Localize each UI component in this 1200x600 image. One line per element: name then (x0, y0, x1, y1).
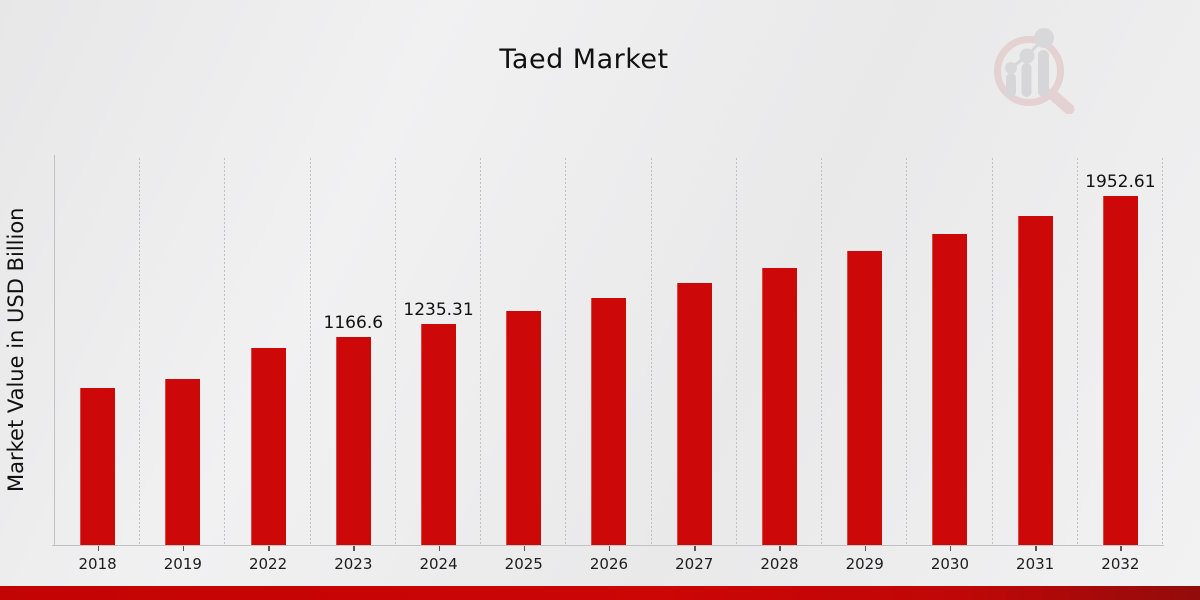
category-slot-2025: 2025 (481, 155, 567, 573)
chart-title: Taed Market (499, 44, 669, 75)
x-tick-label-2024: 2024 (419, 555, 458, 573)
vertical-gridline (224, 158, 226, 545)
vertical-gridline (991, 158, 993, 545)
x-axis-tick (97, 546, 100, 551)
x-axis-tick (694, 546, 696, 551)
category-slot-2018: 2018 (55, 155, 141, 573)
vertical-gridline (1161, 158, 1163, 545)
bar-2028 (761, 267, 797, 545)
bar-2023 (335, 336, 371, 545)
x-axis-tick (1120, 546, 1122, 551)
category-slot-2023: 1166.6 2023 (311, 155, 396, 573)
x-axis-tick (949, 546, 952, 551)
x-axis-tick (353, 546, 355, 551)
bar-2027 (676, 283, 712, 545)
bar-2022 (250, 348, 286, 545)
category-slot-2026: 2026 (566, 155, 652, 573)
x-axis-tick (864, 546, 867, 551)
vertical-gridline (650, 158, 652, 545)
vertical-gridline (394, 158, 396, 545)
y-axis-label: Market Value in USD Billion (4, 207, 28, 493)
category-slot-2031: 2031 (993, 155, 1078, 573)
vertical-gridline (821, 158, 823, 545)
market-research-future-logo-watermark (994, 28, 1075, 114)
x-tick-label-2027: 2027 (675, 555, 714, 573)
bar-value-label-2024: 1235.31 (403, 300, 474, 321)
category-slot-2024: 1235.31 2024 (396, 155, 482, 573)
y-axis-line (54, 155, 55, 545)
x-axis-tick (523, 546, 526, 551)
category-slot-2029: 2029 (822, 155, 908, 573)
bar-trend-icon (1005, 28, 1054, 97)
category-slot-2027: 2027 (652, 155, 737, 573)
x-axis-tick (608, 546, 611, 551)
bar-2031 (1017, 215, 1053, 545)
x-tick-label-2019: 2019 (163, 555, 202, 573)
category-slot-2019: 2019 (140, 155, 226, 573)
bar-2019 (165, 378, 201, 545)
bottom-accent-strip (0, 586, 1200, 600)
x-tick-label-2026: 2026 (589, 555, 629, 573)
category-slot-2030: 2030 (907, 155, 993, 573)
vertical-gridline (1076, 158, 1078, 545)
bar-2025 (506, 311, 542, 545)
x-tick-label-2028: 2028 (760, 555, 799, 573)
x-tick-label-2022: 2022 (248, 555, 288, 573)
x-tick-label-2023: 2023 (334, 555, 373, 573)
vertical-gridline (735, 158, 737, 545)
category-slot-2022: 2022 (225, 155, 311, 573)
x-axis-tick (438, 546, 441, 551)
bar-2024 (421, 324, 457, 545)
category-slot-2028: 2028 (737, 155, 823, 573)
vertical-gridline (906, 158, 908, 545)
x-tick-label-2029: 2029 (845, 555, 884, 573)
vertical-gridline (309, 158, 311, 545)
bar-value-label-2032: 1952.61 (1085, 172, 1156, 193)
x-tick-label-2025: 2025 (504, 555, 543, 573)
x-tick-label-2031: 2031 (1016, 555, 1055, 573)
category-slot-2032: 1952.61 2032 (1078, 155, 1163, 573)
x-tick-label-2030: 2030 (930, 555, 969, 573)
x-axis-tick (268, 546, 270, 551)
vertical-gridline (565, 158, 567, 545)
x-axis-tick (182, 546, 185, 551)
bar-2018 (80, 387, 116, 545)
x-tick-label-2032: 2032 (1101, 555, 1140, 573)
plot-area: 2018 2019 2022 1166.6 2023 1235.31 2024 2025 202… (52, 155, 1164, 573)
bar-2030 (932, 233, 968, 545)
bar-2026 (591, 297, 627, 545)
x-axis-tick (779, 546, 781, 551)
x-tick-label-2018: 2018 (78, 555, 117, 573)
x-axis-line (52, 545, 1164, 546)
x-axis-tick (1035, 546, 1037, 551)
vertical-gridline (139, 158, 141, 545)
bar-2032 (1102, 196, 1138, 545)
vertical-gridline (480, 158, 482, 545)
magnifier-icon (994, 36, 1075, 114)
bar-2029 (847, 251, 883, 545)
bar-value-label-2023: 1166.6 (323, 312, 384, 333)
